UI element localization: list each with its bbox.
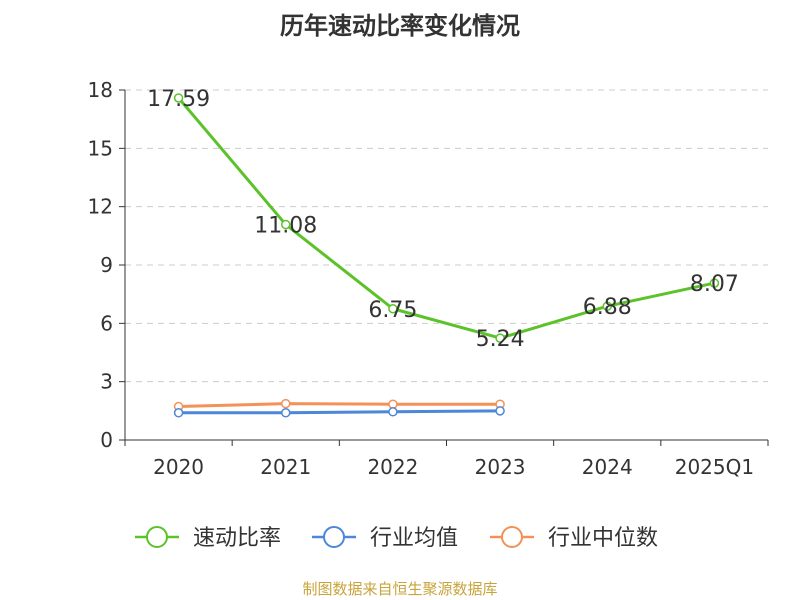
data-label: 6.88 xyxy=(583,295,632,320)
legend-item: 行业中位数 xyxy=(490,526,658,551)
y-tick-label: 3 xyxy=(100,370,113,394)
data-label: 5.24 xyxy=(476,327,525,352)
series-line xyxy=(178,409,501,415)
data-point xyxy=(173,93,184,103)
axes: 0 3 6 9 12 15 18 2020 2021 2022 2023 2024 2025Q1 xyxy=(88,78,769,479)
data-point xyxy=(281,398,291,409)
legend-marker xyxy=(323,526,345,548)
y-tick-label: 6 xyxy=(100,311,113,335)
y-tick-label: 12 xyxy=(88,195,113,219)
data-point xyxy=(281,219,291,230)
data-point xyxy=(173,408,184,418)
data-point xyxy=(495,333,505,343)
data-point xyxy=(388,407,398,417)
data-label: 17.59 xyxy=(147,87,210,112)
legend-label: 行业中位数 xyxy=(548,526,658,551)
x-tick-label: 2022 xyxy=(367,455,418,479)
x-tick-label: 2020 xyxy=(153,455,204,479)
x-tick-label: 2025Q1 xyxy=(675,455,754,479)
y-tick-label: 18 xyxy=(88,78,113,102)
source-note: 制图数据来自恒生聚源数据库 xyxy=(302,580,498,598)
series-line xyxy=(178,402,501,409)
legend-label: 行业均值 xyxy=(370,526,458,551)
data-label: 11.08 xyxy=(254,214,317,239)
legend: 速动比率 行业均值 行业中位数 xyxy=(135,526,658,551)
series-line xyxy=(177,97,715,340)
x-tick-label: 2023 xyxy=(475,455,526,479)
data-label: 6.75 xyxy=(368,298,417,323)
legend-marker xyxy=(146,526,168,548)
data-point xyxy=(388,399,398,409)
legend-item: 速动比率 xyxy=(135,526,281,551)
x-tick-label: 2021 xyxy=(260,455,311,479)
chart-title: 历年速动比率变化情况 xyxy=(280,12,520,40)
legend-item: 行业均值 xyxy=(312,526,458,551)
data-labels: 17.59 11.08 6.75 5.24 6.88 8.07 xyxy=(147,87,739,352)
legend-label: 速动比率 xyxy=(193,526,281,551)
grid-lines xyxy=(125,89,768,383)
data-point xyxy=(281,408,291,418)
data-point xyxy=(602,301,612,311)
data-point xyxy=(709,278,720,288)
data-label: 8.07 xyxy=(690,272,739,297)
y-tick-label: 0 xyxy=(100,428,113,452)
series-lines xyxy=(173,93,720,418)
data-point xyxy=(388,304,398,314)
y-tick-label: 9 xyxy=(100,253,113,277)
y-tick-label: 15 xyxy=(88,136,113,160)
legend-marker xyxy=(501,526,523,548)
data-point xyxy=(495,406,505,416)
x-tick-label: 2024 xyxy=(582,455,633,479)
